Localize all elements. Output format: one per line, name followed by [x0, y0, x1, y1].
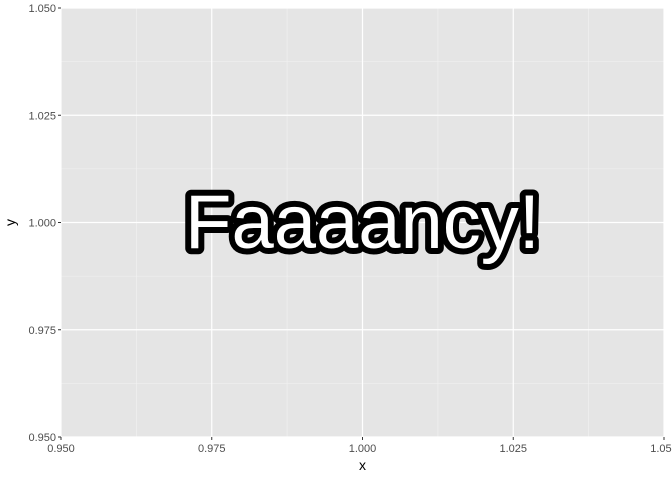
x-tick-label: 1.050	[650, 443, 672, 455]
y-tick-label: 1.025	[28, 110, 56, 122]
y-tick-label: 0.950	[28, 432, 56, 444]
y-axis: 0.950 0.975 1.000 1.025 1.050	[28, 3, 61, 444]
x-tick-label: 0.975	[198, 443, 226, 455]
y-axis-title: y	[2, 219, 18, 226]
x-axis-title: x	[359, 457, 366, 473]
x-tick-label: 0.950	[47, 443, 75, 455]
y-tick-label: 1.050	[28, 3, 56, 15]
annotation-layer: Faaaancy!	[179, 174, 546, 271]
y-tick-label: 0.975	[28, 325, 56, 337]
y-tick-label: 1.000	[28, 218, 56, 230]
x-tick-label: 1.025	[499, 443, 527, 455]
x-tick-label: 1.000	[349, 443, 377, 455]
annotation-label: Faaaancy!	[185, 180, 540, 265]
x-axis: 0.950 0.975 1.000 1.025 1.050	[47, 437, 672, 455]
